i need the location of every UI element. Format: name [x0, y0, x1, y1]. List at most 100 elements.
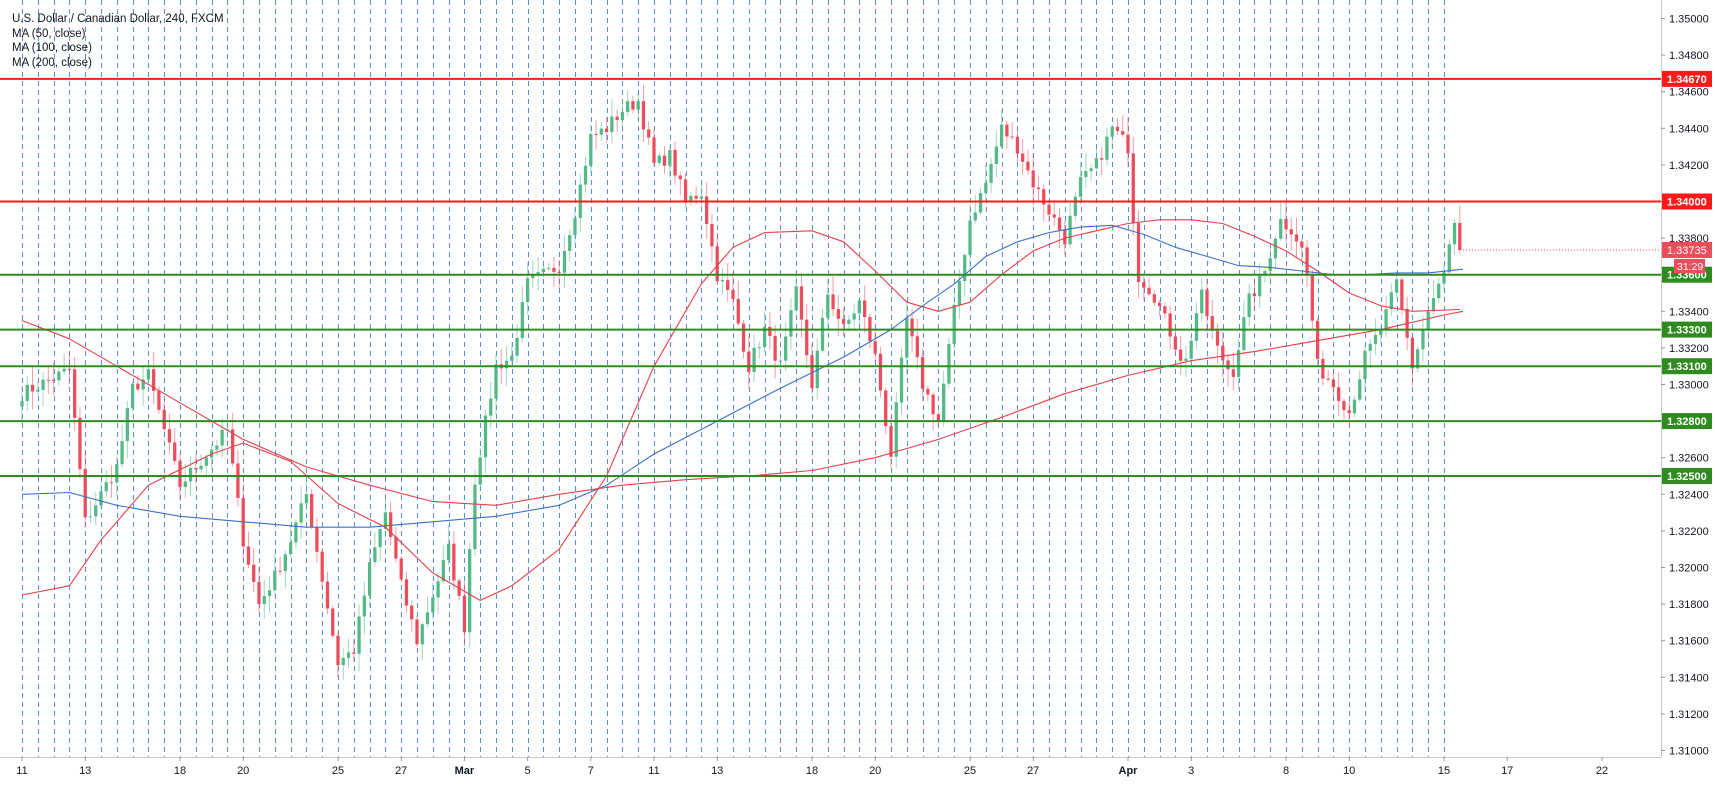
candle-body [857, 300, 862, 314]
time-tick-label: 27 [1027, 765, 1039, 777]
last-price-box [1662, 241, 1712, 258]
candle-body [936, 414, 941, 422]
time-tick-label: 11 [16, 765, 27, 777]
candle-body [420, 624, 424, 645]
candle-body [1068, 215, 1072, 245]
candle-body [1315, 320, 1320, 359]
resistance-level-label-box [1662, 193, 1712, 210]
candle [1352, 395, 1357, 417]
candle-body [1252, 293, 1257, 297]
candle-body [910, 318, 914, 337]
candle-body [152, 369, 156, 391]
candle-body [415, 619, 419, 645]
candle [36, 382, 40, 395]
candle [1284, 201, 1288, 243]
candle-body [604, 128, 609, 133]
candle [1136, 210, 1141, 298]
candle [952, 290, 956, 351]
candle-body [1063, 229, 1067, 245]
candle-body [1015, 136, 1020, 154]
candle [668, 146, 672, 179]
candle [1400, 277, 1404, 315]
candle [999, 109, 1004, 149]
candle-body [1431, 298, 1436, 312]
candle [515, 324, 519, 363]
candle [1073, 192, 1077, 221]
candle-body [257, 581, 261, 604]
candle-body [673, 149, 677, 176]
price-tick-label: 1.31200 [1669, 709, 1709, 721]
candle-body [325, 581, 330, 609]
candle [1094, 147, 1099, 171]
candle-body [931, 394, 935, 415]
candle-body [1273, 238, 1278, 259]
candle [1194, 302, 1199, 350]
candle [626, 89, 630, 117]
candle-body [383, 512, 388, 529]
candle-body [299, 503, 303, 523]
candle [383, 499, 388, 538]
time-tick-label: Apr [1119, 765, 1139, 777]
candle [120, 424, 124, 468]
candle [1447, 239, 1451, 275]
candle-body [1168, 313, 1172, 337]
candle [1258, 262, 1262, 309]
time-tick-label: 5 [525, 765, 531, 777]
candle-body [94, 505, 98, 517]
candle-body [394, 536, 398, 559]
candle [1057, 207, 1062, 249]
candle-body [41, 379, 45, 390]
candle-body [531, 275, 535, 279]
candle-body [599, 128, 603, 135]
candle-body [536, 272, 540, 276]
time-tick-label: 20 [869, 765, 881, 777]
candle-body [968, 220, 972, 255]
candle-body [1347, 410, 1351, 414]
candle [594, 120, 598, 150]
candle [815, 338, 819, 400]
candle-body [657, 155, 661, 163]
support-level-label-box [1662, 468, 1712, 484]
candle-body [1437, 283, 1441, 299]
candle [94, 492, 98, 526]
candle-body [1021, 153, 1025, 162]
price-tick-label: 1.35000 [1669, 14, 1709, 26]
candle [1315, 317, 1320, 366]
candle [573, 208, 577, 244]
candle [1005, 120, 1009, 149]
candle [1373, 318, 1378, 355]
candle [641, 84, 646, 142]
candle-body [246, 546, 251, 565]
candle [1368, 338, 1372, 369]
candle-body [525, 278, 530, 303]
candle-body [1189, 340, 1193, 359]
candle [468, 543, 472, 649]
candle [404, 571, 409, 614]
candle [1331, 371, 1336, 396]
candle-body [236, 463, 240, 498]
candle [1326, 370, 1330, 382]
candle-body [1073, 196, 1077, 216]
candle-body [1200, 289, 1204, 314]
candle-body [1363, 350, 1367, 380]
candle-body [62, 368, 66, 372]
candle [852, 304, 856, 329]
candle-body [520, 302, 524, 338]
price-tick-label: 1.31800 [1669, 599, 1709, 611]
ma100-line [21, 224, 1464, 528]
candle [373, 532, 377, 567]
time-tick-label: 13 [711, 765, 723, 777]
candle-body [346, 652, 351, 658]
candle-body [1416, 349, 1420, 369]
candle-body [1010, 136, 1014, 138]
candle [968, 203, 972, 270]
candle-body [331, 608, 335, 636]
support-level-label-text: 1.33100 [1667, 361, 1707, 373]
candle [1152, 290, 1156, 306]
candle [705, 182, 709, 239]
candle [552, 256, 556, 288]
candle [257, 566, 261, 613]
candle-body [878, 353, 883, 391]
candle-body [1242, 317, 1246, 351]
candle-body [141, 379, 145, 390]
